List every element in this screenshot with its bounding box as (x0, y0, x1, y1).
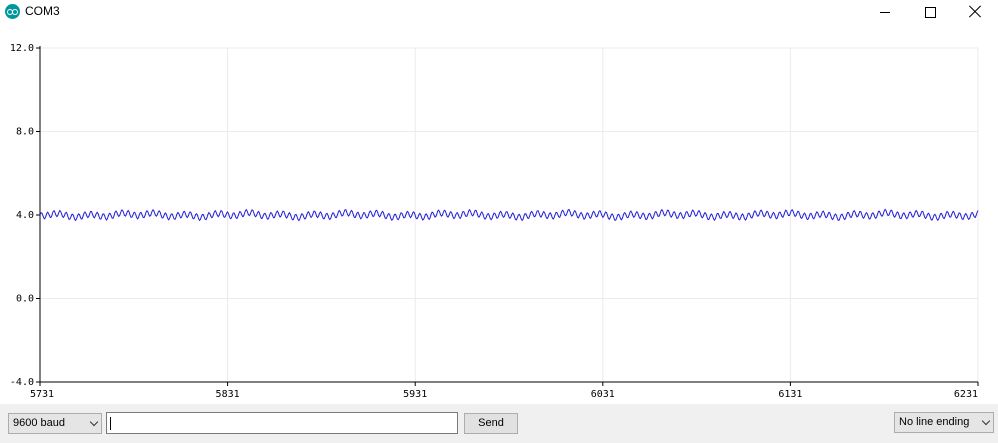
x-tick-label-2: 5931 (403, 389, 427, 400)
x-tick-label-5: 6231 (954, 389, 978, 400)
window-title: COM3 (25, 4, 60, 18)
y-tick-label-2: 4.0 (16, 210, 34, 221)
send-input[interactable] (106, 412, 458, 434)
close-button[interactable] (952, 0, 998, 24)
maximize-button[interactable] (907, 0, 953, 24)
line-ending-value: No line ending (899, 416, 970, 428)
y-tick-label-4: -4.0 (10, 377, 34, 388)
y-axis-ticks: 12.0 8.0 4.0 0.0 -4.0 (10, 43, 40, 388)
chevron-down-icon (89, 417, 99, 427)
bottom-toolbar: 9600 baud Send No line ending (0, 404, 998, 443)
axes (39, 46, 978, 383)
y-tick-label-0: 12.0 (10, 43, 34, 54)
x-tick-label-3: 6031 (591, 389, 615, 400)
grid-lines (39, 47, 979, 383)
series-line (39, 208, 979, 222)
send-button[interactable]: Send (464, 413, 518, 434)
text-caret (110, 417, 111, 430)
chevron-down-icon (981, 416, 991, 426)
baud-rate-select[interactable]: 9600 baud (8, 413, 102, 434)
baud-rate-value: 9600 baud (13, 417, 65, 429)
x-tick-label-0: 5731 (30, 389, 54, 400)
x-axis-ticks: 5731 5831 5931 6031 6131 6231 (30, 382, 979, 400)
x-tick-label-1: 5831 (216, 389, 240, 400)
minimize-icon (880, 11, 890, 13)
serial-plotter-chart: 12.0 8.0 4.0 0.0 -4.0 5731 5831 5931 6031 6131 62… (10, 43, 979, 400)
y-tick-label-1: 8.0 (16, 127, 34, 138)
close-icon (969, 6, 981, 18)
maximize-icon (924, 6, 936, 18)
line-ending-select[interactable]: No line ending (894, 412, 994, 433)
x-tick-label-4: 6131 (778, 389, 802, 400)
minimize-button[interactable] (862, 0, 908, 24)
title-bar: COM3 (0, 0, 998, 24)
arduino-icon (5, 4, 20, 19)
y-tick-label-3: 0.0 (16, 294, 34, 305)
